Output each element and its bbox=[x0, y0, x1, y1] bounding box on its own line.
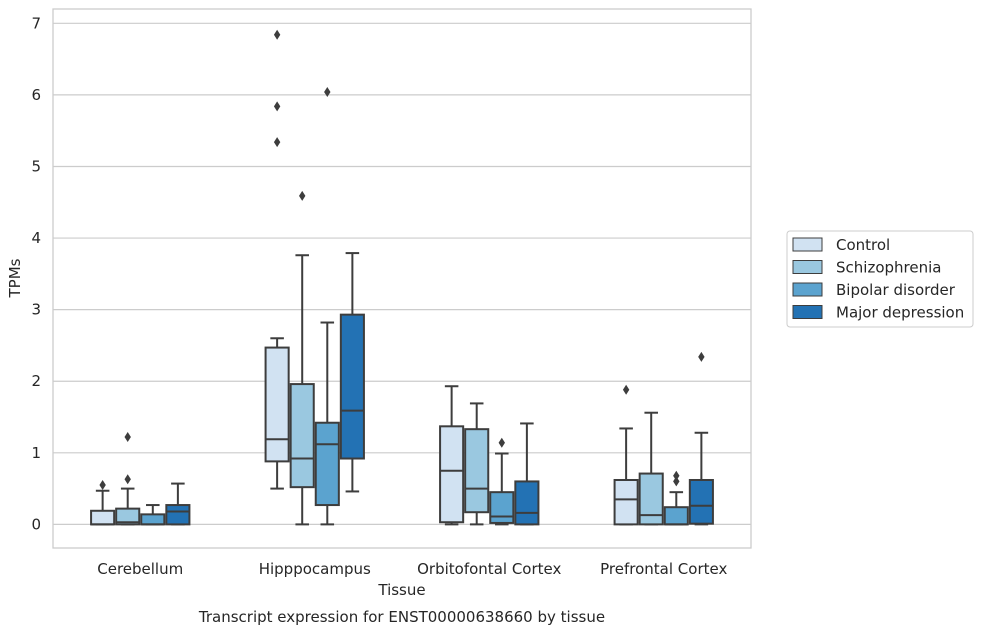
x-tick-label: Cerebellum bbox=[97, 560, 183, 578]
box-iqr bbox=[90, 509, 116, 526]
outlier-point bbox=[299, 190, 306, 201]
box-iqr bbox=[514, 480, 540, 526]
outlier-point bbox=[324, 87, 331, 98]
box-schizophrenia bbox=[115, 432, 141, 526]
box-iqr bbox=[688, 478, 714, 525]
legend-swatch bbox=[792, 237, 823, 252]
legend-label: Bipolar disorder bbox=[836, 281, 956, 299]
box-iqr bbox=[289, 383, 315, 489]
box-control bbox=[613, 384, 639, 526]
x-tick-label: Prefrontal Cortex bbox=[600, 560, 727, 578]
box-iqr bbox=[264, 346, 290, 463]
box-control bbox=[264, 29, 290, 490]
y-axis-label: TPMs bbox=[6, 258, 24, 298]
y-tick-label: 0 bbox=[31, 515, 41, 533]
box-iqr bbox=[439, 425, 465, 524]
box-iqr bbox=[638, 472, 664, 526]
outlier-point bbox=[698, 351, 705, 362]
legend-swatch bbox=[792, 305, 823, 319]
outlier-point bbox=[124, 474, 131, 485]
box-bipolar-disorder bbox=[314, 87, 340, 526]
outlier-point bbox=[273, 29, 281, 40]
figure-caption: Transcript expression for ENST0000063866… bbox=[198, 608, 605, 626]
box-major-depression bbox=[165, 482, 191, 526]
box-series bbox=[90, 29, 714, 526]
y-axis-ticks: 0 1 2 3 4 5 6 7 bbox=[31, 14, 41, 533]
outlier-point bbox=[99, 480, 106, 491]
box-iqr bbox=[165, 504, 191, 526]
box-schizophrenia bbox=[638, 411, 664, 526]
plot-area bbox=[53, 9, 751, 548]
box-iqr bbox=[115, 507, 141, 526]
box-bipolar-disorder bbox=[663, 470, 689, 526]
box-bipolar-disorder bbox=[489, 437, 515, 526]
outlier-point bbox=[273, 101, 281, 112]
outlier-point bbox=[124, 432, 131, 443]
y-tick-label: 5 bbox=[31, 157, 41, 175]
y-tick-label: 7 bbox=[31, 14, 41, 32]
box-iqr bbox=[613, 478, 639, 526]
y-tick-label: 3 bbox=[31, 301, 41, 319]
outlier-point bbox=[622, 384, 630, 395]
y-tick-label: 4 bbox=[31, 229, 41, 247]
y-tick-label: 2 bbox=[31, 372, 41, 390]
legend-label: Control bbox=[836, 236, 890, 254]
box-iqr bbox=[314, 421, 340, 507]
x-tick-label: Hipppocampus bbox=[259, 560, 371, 578]
box-major-depression bbox=[688, 351, 714, 526]
box-schizophrenia bbox=[464, 402, 490, 526]
box-major-depression bbox=[339, 252, 365, 493]
legend-label: Schizophrenia bbox=[836, 259, 941, 277]
y-tick-label: 6 bbox=[31, 86, 41, 104]
plot-frame bbox=[52, 8, 752, 549]
box-iqr bbox=[489, 491, 515, 524]
legend-label: Major depression bbox=[836, 304, 964, 322]
outlier-point bbox=[273, 137, 281, 148]
x-axis-ticks: Cerebellum Hipppocampus Orbitofontal Corte… bbox=[97, 560, 727, 578]
box-iqr bbox=[464, 428, 490, 514]
legend-swatch bbox=[792, 282, 823, 297]
box-major-depression bbox=[514, 422, 540, 526]
x-axis-label: Tissue bbox=[377, 581, 425, 599]
x-tick-label: Orbitofontal Cortex bbox=[417, 560, 561, 578]
box-bipolar-disorder bbox=[140, 504, 166, 526]
outlier-point bbox=[673, 470, 680, 481]
outlier-point bbox=[673, 476, 680, 487]
box-iqr bbox=[663, 506, 689, 526]
box-schizophrenia bbox=[289, 190, 315, 526]
legend-frame bbox=[786, 230, 974, 328]
outlier-point bbox=[498, 437, 505, 448]
box-iqr bbox=[140, 513, 166, 526]
grid-lines bbox=[53, 22, 751, 525]
legend-swatch bbox=[792, 260, 823, 274]
box-iqr bbox=[339, 313, 365, 460]
y-tick-label: 1 bbox=[31, 444, 41, 462]
box-control bbox=[90, 480, 116, 526]
legend: Control Schizophrenia Bipolar disorder Majo… bbox=[786, 230, 974, 328]
box-control bbox=[439, 385, 465, 526]
